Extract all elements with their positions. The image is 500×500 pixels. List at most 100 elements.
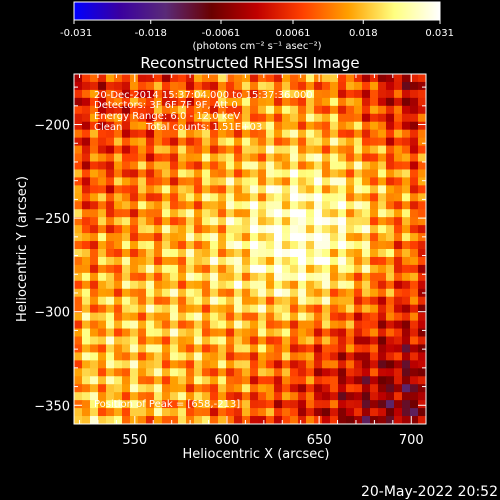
heatmap-cell (394, 161, 403, 171)
heatmap-cell (394, 145, 403, 155)
heatmap-cell (162, 352, 171, 361)
heatmap-cell (146, 352, 155, 361)
heatmap-cell (330, 169, 339, 179)
heatmap-cell (394, 408, 403, 417)
heatmap-cell (210, 288, 219, 298)
heatmap-cell (82, 113, 91, 123)
heatmap-cell (90, 352, 99, 361)
heatmap-cell (306, 384, 315, 393)
heatmap-cell (274, 193, 283, 202)
heatmap-cell (402, 145, 411, 155)
heatmap-cell (130, 81, 139, 91)
heatmap-cell (346, 272, 355, 282)
heatmap-cell (106, 129, 115, 139)
heatmap-cell (370, 201, 379, 210)
heatmap-cell (242, 336, 251, 346)
heatmap-cell (234, 280, 243, 290)
heatmap-cell (106, 368, 115, 377)
heatmap-cell (98, 81, 107, 91)
heatmap-cell (74, 161, 83, 171)
heatmap-cell (386, 320, 395, 330)
heatmap-cell (250, 241, 259, 250)
heatmap-cell (242, 296, 251, 306)
heatmap-cell (258, 376, 267, 385)
heatmap-cell (250, 320, 259, 330)
heatmap-cell (410, 272, 419, 282)
heatmap-cell (290, 97, 299, 107)
heatmap-cell (322, 320, 331, 330)
heatmap-cell (170, 288, 179, 298)
heatmap-cell (418, 193, 426, 202)
heatmap-cell (402, 304, 411, 314)
heatmap-cell (354, 225, 363, 234)
heatmap-cell (330, 272, 339, 282)
heatmap-cell (362, 296, 371, 306)
heatmap-cell (346, 280, 355, 290)
heatmap-cell (314, 392, 323, 401)
heatmap-cell (90, 209, 99, 218)
heatmap-cell (330, 121, 339, 131)
heatmap-cell (98, 137, 107, 147)
heatmap-cell (298, 256, 307, 266)
heatmap-cell (82, 376, 91, 385)
heatmap-cell (162, 74, 171, 83)
heatmap-cell (362, 201, 371, 210)
heatmap-cell (418, 201, 426, 210)
heatmap-cell (226, 225, 235, 234)
heatmap-cell (226, 74, 235, 83)
heatmap-cell (138, 352, 147, 361)
heatmap-cell (74, 74, 83, 83)
heatmap-cell (418, 264, 426, 274)
heatmap-cell (234, 97, 243, 107)
heatmap-cell (298, 264, 307, 274)
heatmap-cell (314, 129, 323, 139)
heatmap-cell (306, 360, 315, 369)
heatmap-cell (386, 368, 395, 377)
heatmap-cell (266, 137, 275, 147)
heatmap-cell (274, 336, 283, 346)
heatmap-cell (114, 288, 123, 298)
heatmap-cell (138, 264, 147, 274)
heatmap-cell (178, 209, 187, 218)
heatmap-cell (258, 320, 267, 330)
heatmap-cell (250, 201, 259, 210)
heatmap-cell (242, 280, 251, 290)
heatmap-cell (314, 185, 323, 194)
heatmap-cell (210, 209, 219, 218)
heatmap-cell (106, 185, 115, 194)
heatmap-cell (314, 400, 323, 409)
heatmap-cell (258, 392, 267, 401)
heatmap-cell (354, 256, 363, 266)
heatmap-cell (346, 368, 355, 377)
heatmap-cell (378, 384, 387, 393)
x-tick-label: 600 (215, 433, 240, 448)
heatmap-cell (354, 280, 363, 290)
heatmap-cell (162, 129, 171, 139)
heatmap-cell (98, 352, 107, 361)
heatmap-cell (290, 264, 299, 274)
heatmap-cell (194, 304, 203, 314)
heatmap-cell (306, 225, 315, 234)
heatmap-cell (106, 161, 115, 171)
heatmap-cell (362, 416, 371, 424)
heatmap-cell (418, 225, 426, 234)
heatmap-cell (122, 320, 131, 330)
heatmap-cell (202, 89, 211, 99)
heatmap-cell (370, 392, 379, 401)
heatmap-cell (266, 336, 275, 346)
heatmap-cell (170, 312, 179, 322)
heatmap-cell (202, 288, 211, 298)
heatmap-cell (178, 400, 187, 409)
heatmap-cell (146, 169, 155, 179)
heatmap-cell (258, 368, 267, 377)
heatmap-cell (418, 368, 426, 377)
heatmap-cell (322, 201, 331, 210)
heatmap-cell (258, 241, 267, 250)
heatmap-cell (418, 249, 426, 258)
heatmap-cell (186, 368, 195, 377)
heatmap-cell (266, 400, 275, 409)
heatmap-cell (250, 249, 259, 258)
heatmap-cell (394, 328, 403, 338)
heatmap-cell (98, 201, 107, 210)
heatmap-cell (338, 97, 347, 107)
